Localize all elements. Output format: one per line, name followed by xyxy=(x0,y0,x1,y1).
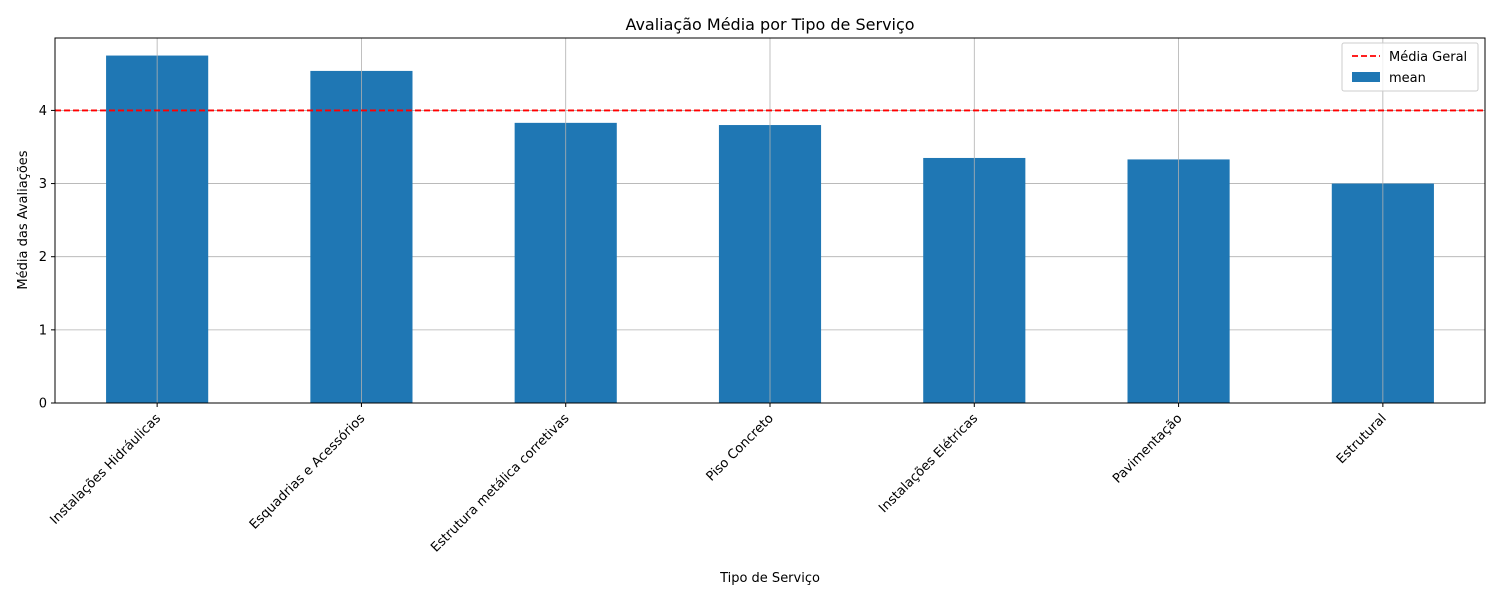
chart-title: Avaliação Média por Tipo de Serviço xyxy=(625,15,914,34)
x-tick-label: Pavimentação xyxy=(1110,411,1185,486)
x-tick-label: Estrutural xyxy=(1334,411,1390,467)
x-tick-label: Piso Concreto xyxy=(704,411,777,484)
y-axis-label: Média das Avaliações xyxy=(16,150,31,289)
legend-reference-label: Média Geral xyxy=(1389,50,1467,65)
y-tick-label: 1 xyxy=(39,323,47,338)
x-tick-label: Instalações Elétricas xyxy=(876,411,981,516)
x-tick-label: Esquadrias e Acessórios xyxy=(247,411,369,533)
vertical-grid-lines xyxy=(156,38,1384,403)
x-axis-ticks: Instalações Hidráulicas Esquadrias e Aces… xyxy=(47,403,1390,556)
x-tick-label: Instalações Hidráulicas xyxy=(47,411,164,528)
x-axis-label: Tipo de Serviço xyxy=(719,571,820,586)
y-axis-ticks: 0 1 2 3 4 xyxy=(39,104,55,412)
y-tick-label: 4 xyxy=(39,104,47,119)
y-tick-label: 2 xyxy=(39,250,47,265)
legend-series-swatch xyxy=(1352,72,1380,82)
legend: Média Geral mean xyxy=(1341,42,1479,92)
y-tick-label: 0 xyxy=(39,397,47,412)
y-tick-label: 3 xyxy=(39,177,47,192)
legend-series-label: mean xyxy=(1389,71,1426,86)
x-tick-label: Estrutura metálica corretivas xyxy=(428,411,572,555)
